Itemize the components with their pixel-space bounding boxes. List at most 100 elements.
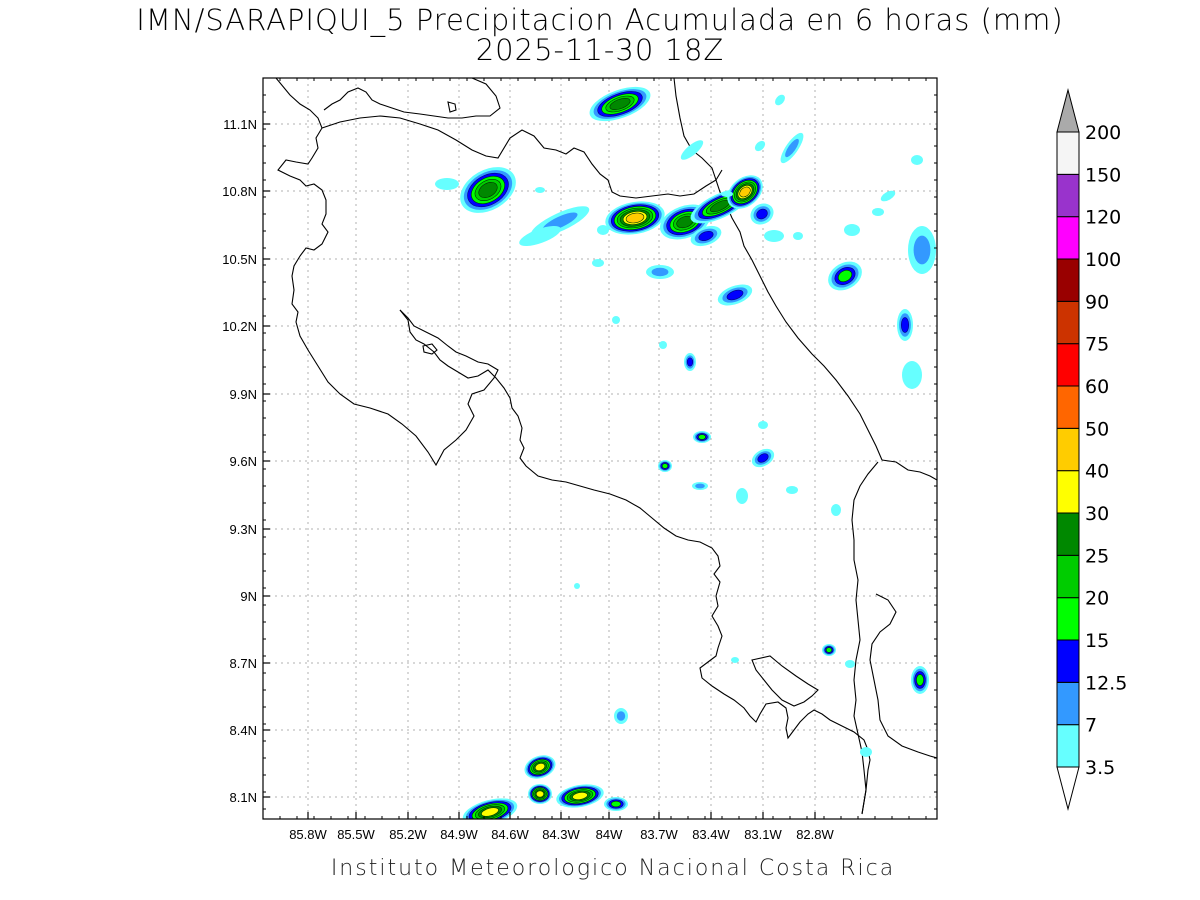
precip-contour (916, 674, 924, 686)
precip-cell (754, 140, 766, 152)
footer-credit: Instituto Meteorologico Nacional Costa R… (330, 856, 896, 881)
y-tick-label: 8.1N (230, 790, 257, 805)
precip-cell (535, 187, 545, 193)
precip-cell (460, 167, 516, 213)
coastline (275, 78, 937, 815)
precip-contour (844, 224, 860, 236)
precip-cell (690, 225, 722, 247)
y-tick-label: 11.1N (223, 117, 257, 132)
precip-contour (610, 800, 622, 808)
colorbar-swatch (1056, 343, 1080, 387)
precip-contour (793, 232, 803, 240)
precip-contour (764, 230, 784, 242)
precip-contour (572, 792, 588, 800)
colorbar-swatch (1056, 724, 1080, 768)
colorbar-label: 50 (1085, 418, 1109, 440)
precip-cell (758, 421, 768, 429)
precip-contour (736, 488, 748, 504)
precip-contour (825, 647, 833, 653)
precip-cell (860, 747, 872, 757)
precip-cell (845, 660, 855, 668)
x-tick-label: 85.5W (337, 827, 375, 842)
precip-cell (589, 86, 651, 122)
precipitation-field (435, 86, 936, 819)
precip-contour (775, 94, 785, 106)
precip-cell (519, 226, 561, 246)
precip-contour (872, 208, 884, 216)
colorbar-label: 150 (1085, 164, 1121, 186)
precip-cell (872, 208, 884, 216)
precip-contour (659, 341, 667, 349)
precip-contour (913, 235, 931, 265)
y-tick-label: 8.7N (230, 656, 257, 671)
map-subtitle-date: 2025-11-30 18Z (475, 33, 725, 67)
x-axis: 85.8W 85.5W 85.2W 84.9W 84.6W 84.3W 84W 83.7W 83… (262, 78, 927, 842)
precip-contour (680, 140, 704, 160)
precip-contour (698, 434, 706, 440)
precip-cell (646, 265, 674, 279)
precip-cell (911, 666, 929, 694)
precip-contour (721, 191, 733, 197)
y-tick-label: 8.4N (230, 723, 257, 738)
precip-cell (612, 316, 620, 324)
precip-contour (616, 711, 626, 721)
precip-cell (556, 784, 604, 808)
precip-contour (609, 97, 631, 111)
colorbar-label: 15 (1085, 630, 1109, 652)
colorbar-label: 60 (1085, 376, 1109, 398)
colorbar-swatch (1056, 427, 1080, 472)
colorbar-swatch (1056, 385, 1080, 429)
precip-cell (764, 230, 784, 242)
colorbar-label: 40 (1085, 461, 1109, 483)
precip-cell (680, 140, 704, 160)
precip-contour (900, 317, 910, 333)
precip-contour (592, 259, 604, 267)
colorbar-swatch (1056, 681, 1080, 726)
precip-cell (592, 259, 604, 267)
precip-cell (693, 431, 711, 443)
precip-cell (659, 341, 667, 349)
precip-cell (780, 132, 804, 164)
precip-cell (604, 797, 628, 811)
precip-cell (528, 784, 552, 804)
precip-cell (692, 482, 708, 490)
precip-contour (625, 212, 645, 224)
colorbar-swatch (1056, 258, 1080, 302)
precip-cell (605, 201, 665, 235)
precip-contour (519, 226, 561, 246)
colorbar-top-arrow (1056, 88, 1080, 133)
y-tick-label: 9.6N (230, 454, 257, 469)
colorbar-label: 120 (1085, 207, 1121, 229)
colorbar-label: 25 (1085, 545, 1109, 567)
precip-cell (908, 226, 936, 274)
colorbar-label: 30 (1085, 503, 1109, 525)
colorbar-swatch (1056, 597, 1080, 641)
precip-cell (750, 203, 774, 225)
x-tick-label: 84W (596, 827, 623, 842)
precip-contour (757, 453, 769, 463)
x-tick-label: 82.8W (796, 827, 834, 842)
y-tick-label: 10.5N (222, 252, 257, 267)
precip-contour (837, 269, 853, 283)
precip-contour (478, 182, 498, 198)
precip-contour (785, 138, 799, 158)
precip-cell (897, 309, 913, 341)
precip-contour (911, 155, 923, 165)
precip-cell (721, 191, 733, 197)
colorbar-label: 12.5 (1085, 672, 1127, 694)
colorbar-swatch (1056, 639, 1080, 683)
precip-cell (880, 190, 896, 202)
precip-cell (727, 175, 763, 209)
precip-cell (828, 261, 862, 291)
precip-cell (786, 486, 798, 494)
precip-contour (756, 208, 768, 220)
precip-contour (661, 463, 669, 469)
precip-cell (793, 232, 803, 240)
precip-cell (731, 657, 739, 663)
colorbar-label: 90 (1085, 291, 1109, 313)
precip-cell (844, 224, 860, 236)
precip-cell (597, 225, 609, 235)
precip-contour (574, 583, 580, 589)
colorbar: 3.5 7 12.5 15 20 25 30 40 50 60 75 90 100 120 150 200 (1056, 88, 1127, 811)
